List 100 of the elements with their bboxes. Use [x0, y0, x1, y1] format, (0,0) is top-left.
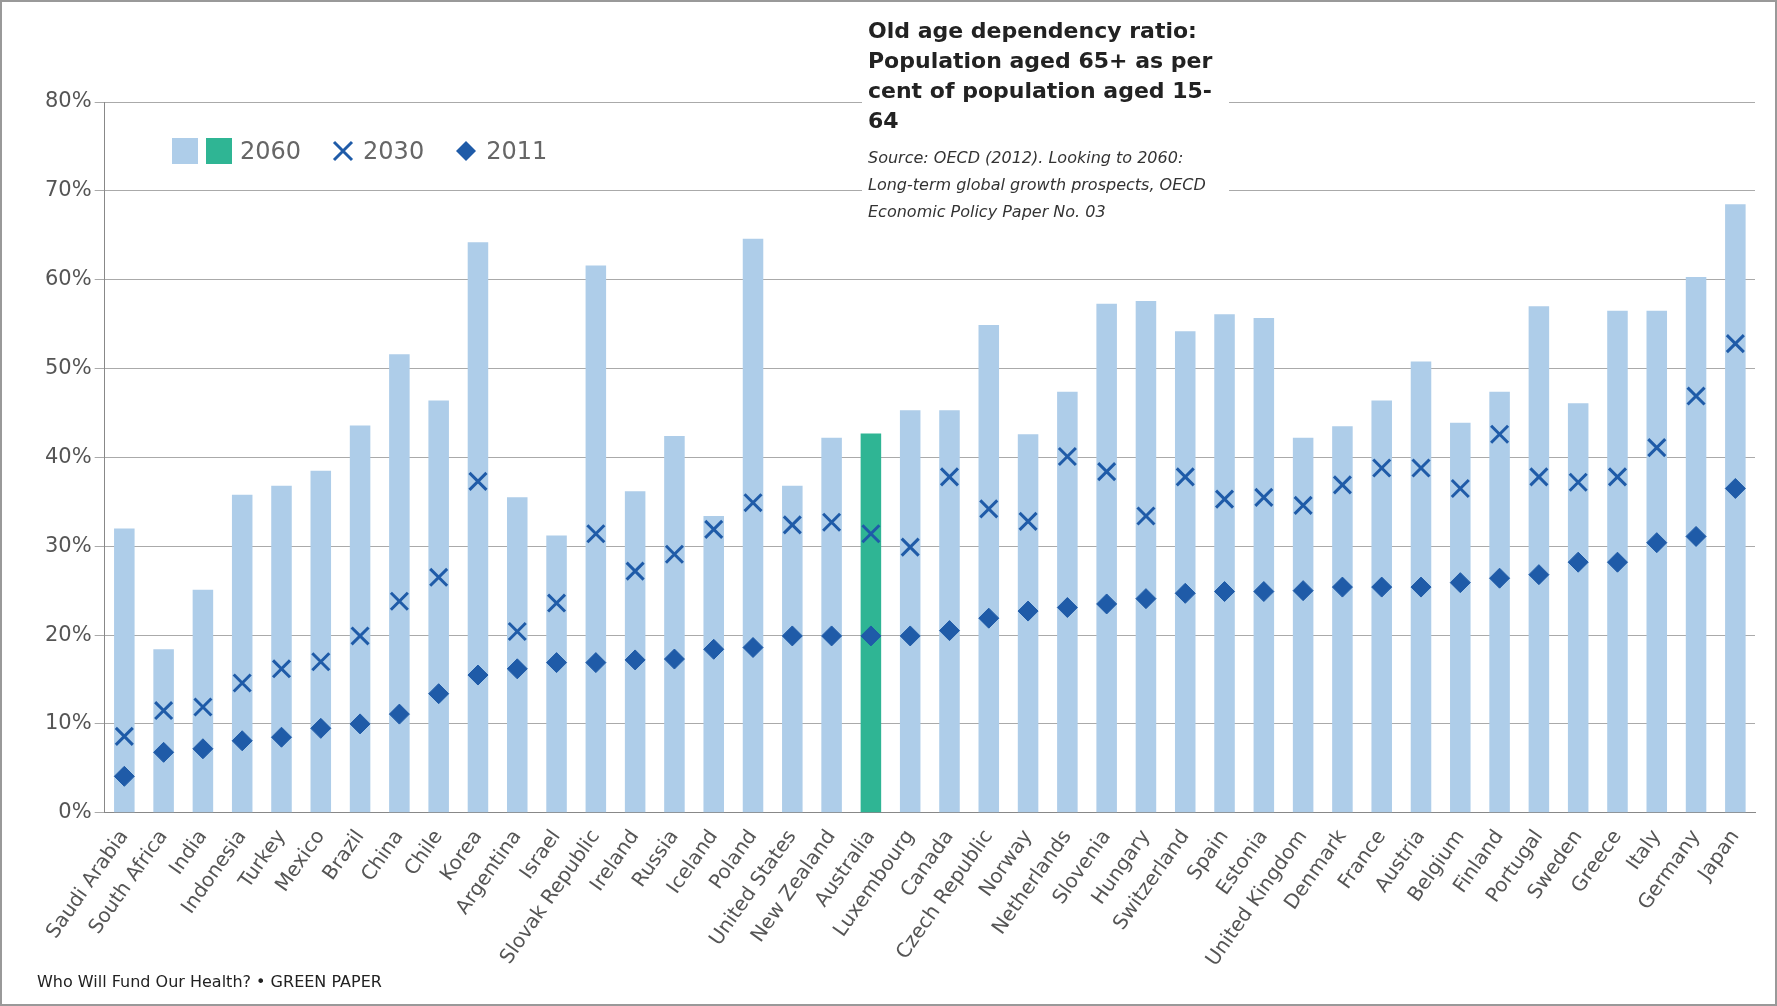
point	[349, 713, 371, 735]
point	[546, 652, 568, 674]
point	[1174, 582, 1196, 604]
point	[113, 765, 135, 787]
bar	[664, 436, 685, 813]
point	[506, 658, 528, 680]
point	[1096, 593, 1118, 615]
point	[1332, 474, 1353, 495]
bar	[1528, 306, 1550, 813]
point	[978, 498, 999, 519]
point	[860, 625, 882, 647]
point	[1175, 466, 1196, 487]
bar	[231, 494, 253, 813]
point	[1293, 495, 1314, 516]
point	[742, 636, 764, 658]
bar	[271, 485, 292, 813]
point	[350, 625, 371, 646]
point	[1489, 567, 1511, 589]
bar	[1214, 314, 1235, 813]
point	[232, 673, 253, 694]
y-tick-label: 30%	[44, 532, 92, 557]
y-tick-label: 80%	[44, 88, 92, 113]
bar	[978, 324, 1000, 813]
point	[743, 492, 763, 513]
bar	[703, 516, 724, 813]
point	[939, 466, 960, 487]
bar	[389, 354, 410, 813]
point	[1371, 458, 1392, 479]
point	[821, 512, 842, 533]
point	[1292, 580, 1314, 602]
bar	[1174, 331, 1196, 813]
bar	[585, 265, 607, 813]
bar	[782, 485, 803, 813]
point	[1489, 424, 1510, 445]
point	[663, 648, 685, 670]
point	[1253, 581, 1275, 603]
bar	[349, 425, 371, 813]
legend-label: 2030	[363, 137, 425, 165]
bar	[1057, 391, 1078, 813]
y-tick-label: 10%	[44, 710, 92, 735]
text: Source: OECD (2012). Looking to 2060: Long-term global growth prospects, OECD Economic Policy Paper No. 03	[868, 147, 1207, 223]
text: Who Will Fund Our Health? • GREEN PAPER	[37, 972, 382, 991]
bar	[467, 242, 489, 813]
y-tick-label: 60%	[44, 266, 92, 291]
point	[1685, 525, 1707, 547]
point	[1018, 511, 1039, 532]
point	[1096, 461, 1117, 482]
y-tick-label: 70%	[44, 177, 92, 202]
point	[271, 658, 292, 679]
point	[1567, 551, 1589, 573]
point	[192, 697, 213, 717]
bar	[1489, 391, 1510, 813]
point	[664, 544, 685, 565]
point	[153, 700, 174, 721]
bar	[506, 497, 528, 813]
bar	[624, 491, 646, 813]
point	[938, 620, 960, 642]
bar	[860, 433, 882, 813]
point	[388, 703, 410, 725]
bar	[1135, 301, 1157, 813]
point	[1253, 487, 1274, 508]
point	[1331, 576, 1353, 598]
point	[1056, 597, 1078, 619]
point	[781, 625, 803, 647]
point	[860, 523, 881, 544]
point	[782, 514, 803, 535]
point	[389, 591, 410, 612]
point	[467, 471, 488, 492]
point	[1646, 532, 1668, 554]
bar	[1371, 400, 1392, 813]
point	[821, 625, 843, 647]
point	[1449, 572, 1471, 594]
bar	[192, 589, 214, 813]
point	[546, 593, 567, 614]
point	[231, 730, 253, 752]
bar	[114, 528, 135, 813]
point	[1686, 386, 1707, 407]
bar	[1292, 437, 1314, 813]
legend-label: 2011	[486, 137, 548, 165]
point	[1135, 588, 1157, 610]
point	[428, 683, 450, 705]
point	[310, 651, 331, 672]
legend-label: 2060	[240, 137, 302, 165]
point	[192, 738, 214, 760]
point	[978, 607, 1000, 629]
bar	[899, 410, 921, 813]
point	[153, 741, 175, 763]
point	[1568, 472, 1589, 493]
point	[1410, 576, 1432, 598]
point	[467, 664, 489, 686]
point	[428, 567, 449, 588]
bar	[1725, 204, 1746, 813]
bar	[1450, 422, 1471, 813]
bar	[1685, 277, 1707, 813]
bar	[546, 535, 567, 813]
point	[271, 726, 292, 748]
point	[900, 537, 921, 558]
bar	[742, 238, 764, 813]
point	[1528, 564, 1550, 586]
point	[1371, 576, 1393, 598]
